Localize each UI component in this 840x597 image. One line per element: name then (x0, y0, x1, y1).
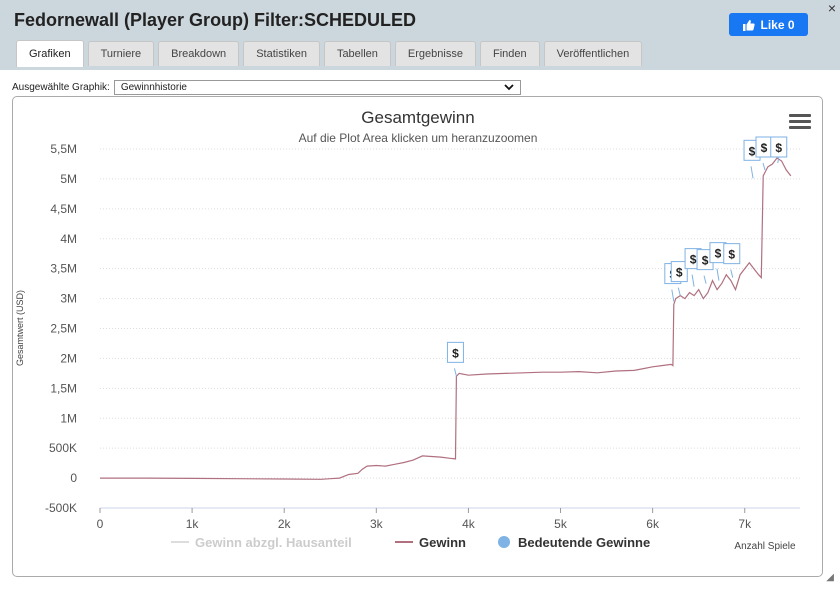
tab-grafiken[interactable]: Grafiken (16, 40, 84, 67)
significant-win-connector (677, 287, 681, 296)
significant-win-connector (703, 275, 707, 284)
y-tick-label: 1,5M (50, 381, 77, 395)
graph-select-value: Gewinnhistorie (120, 82, 187, 93)
x-tick-label: 0 (97, 517, 104, 531)
series-line-gewinn (100, 157, 792, 480)
tab-statistiken[interactable]: Statistiken (243, 41, 320, 66)
significant-win-label: $ (761, 141, 768, 155)
title-bar: Fedornewall (Player Group) Filter:SCHEDU… (0, 0, 840, 70)
y-tick-label: 4M (60, 232, 77, 246)
significant-win-connector (453, 368, 457, 377)
window-title: Fedornewall (Player Group) Filter:SCHEDU… (14, 10, 417, 30)
chart-container[interactable]: Gesamtgewinn Auf die Plot Area klicken um… (12, 96, 823, 577)
y-tick-label: 1M (60, 411, 77, 425)
significant-win-flag (770, 136, 788, 158)
y-tick-label: 2M (60, 351, 77, 365)
y-tick-label: 500K (49, 441, 77, 455)
like-label: Like 0 (760, 17, 795, 32)
legend-label-gewinn: Gewinn (419, 535, 466, 550)
thumbs-up-icon (743, 19, 756, 31)
chevron-down-icon (504, 84, 514, 91)
significant-win-label: $ (452, 346, 459, 360)
x-tick-label: 1k (186, 517, 200, 531)
significant-win-label: $ (728, 248, 735, 262)
significant-win-flag (723, 243, 741, 265)
y-tick-label: 5M (60, 172, 77, 186)
y-tick-label: 4,5M (50, 202, 77, 216)
y-tick-label: -500K (45, 501, 77, 515)
x-tick-label: 2k (278, 517, 292, 531)
significant-win-label: $ (690, 253, 697, 267)
significant-win-label: $ (775, 141, 782, 155)
y-axis-title: Gesamtwert (USD) (15, 290, 25, 366)
legend-label-gewinn-abzgl-hausanteil: Gewinn abzgl. Hausanteil (195, 535, 352, 550)
x-tick-label: 6k (646, 517, 660, 531)
legend-label-bedeutende-gewinne: Bedeutende Gewinne (518, 535, 650, 550)
significant-win-label: $ (749, 144, 756, 158)
close-icon[interactable]: × (827, 0, 836, 16)
graph-select-dropdown[interactable]: Gewinnhistorie (113, 80, 521, 95)
chart-menu-icon[interactable] (789, 112, 811, 132)
facebook-like-button[interactable]: Like 0 (729, 13, 808, 36)
chart-svg[interactable]: Gesamtgewinn Auf die Plot Area klicken um… (13, 97, 822, 576)
significant-win-flag (670, 261, 688, 283)
significant-win-connector (671, 289, 675, 302)
tab-veroeffentlichen[interactable]: Veröffentlichen (543, 41, 643, 66)
y-tick-label: 2,5M (50, 322, 77, 336)
chart-subtitle: Auf die Plot Area klicken um heranzuzoom… (299, 131, 538, 145)
graph-selector-row: Ausgewählte Graphik: Gewinnhistorie (12, 80, 521, 95)
tab-tabellen[interactable]: Tabellen (323, 41, 391, 66)
tab-ergebnisse[interactable]: Ergebnisse (394, 41, 476, 66)
significant-win-connector (750, 166, 754, 179)
legend-swatch-bedeutende-gewinne (498, 536, 510, 548)
y-tick-label: 0 (70, 471, 77, 485)
x-tick-label: 3k (370, 517, 384, 531)
y-tick-label: 5,5M (50, 142, 77, 156)
x-tick-label: 7k (738, 517, 752, 531)
x-tick-label: 4k (462, 517, 476, 531)
significant-win-connector (730, 269, 734, 278)
chart-title: Gesamtgewinn (361, 108, 474, 127)
y-tick-label: 3,5M (50, 262, 77, 276)
significant-win-connector (762, 162, 766, 171)
resize-handle-icon[interactable]: ◢ (826, 572, 834, 583)
tab-breakdown[interactable]: Breakdown (158, 41, 240, 66)
significant-win-label: $ (702, 254, 709, 268)
significant-win-connector (691, 274, 695, 287)
graph-selector-label: Ausgewählte Graphik: (12, 82, 110, 93)
significant-win-flag (446, 341, 464, 363)
tab-bar: Grafiken Turniere Breakdown Statistiken … (16, 40, 643, 67)
significant-win-label: $ (715, 247, 722, 261)
significant-win-label: $ (676, 266, 683, 280)
x-tick-label: 5k (554, 517, 568, 531)
tab-finden[interactable]: Finden (479, 41, 540, 66)
significant-win-connector (716, 268, 720, 281)
y-tick-label: 3M (60, 292, 77, 306)
tab-turniere[interactable]: Turniere (87, 41, 155, 66)
x-axis-title: Anzahl Spiele (734, 541, 796, 552)
